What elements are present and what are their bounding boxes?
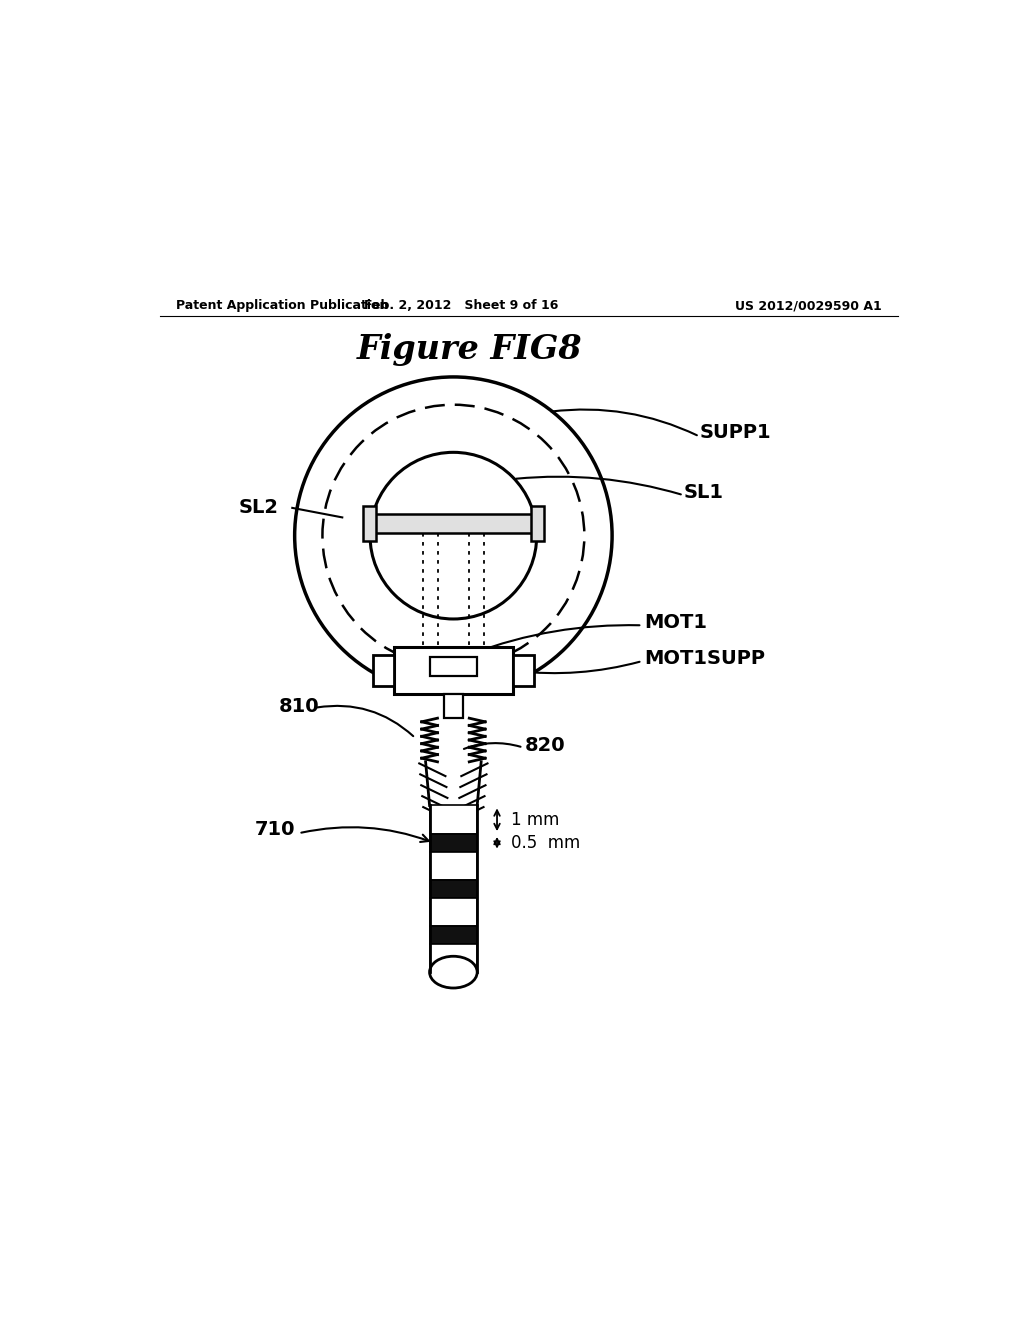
Text: SL1: SL1 <box>684 483 724 502</box>
Bar <box>531 507 544 541</box>
Bar <box>443 694 463 718</box>
Text: MOT1: MOT1 <box>644 614 707 632</box>
Bar <box>430 657 477 676</box>
Bar <box>394 647 513 694</box>
Bar <box>513 655 534 686</box>
Text: 710: 710 <box>255 820 296 838</box>
Text: 820: 820 <box>524 737 565 755</box>
Text: 1 mm: 1 mm <box>511 810 560 829</box>
Text: US 2012/0029590 A1: US 2012/0029590 A1 <box>735 300 882 312</box>
Text: MOT1SUPP: MOT1SUPP <box>644 649 765 668</box>
Bar <box>362 507 376 541</box>
Bar <box>373 655 394 686</box>
Text: Patent Application Publication: Patent Application Publication <box>176 300 388 312</box>
Text: 0.5  mm: 0.5 mm <box>511 834 581 851</box>
Ellipse shape <box>430 956 477 987</box>
Bar <box>430 834 477 851</box>
Text: 810: 810 <box>279 697 319 715</box>
Bar <box>430 898 477 927</box>
Bar <box>367 515 541 533</box>
Bar <box>430 805 477 834</box>
Text: Feb. 2, 2012   Sheet 9 of 16: Feb. 2, 2012 Sheet 9 of 16 <box>365 300 558 312</box>
Text: SUPP1: SUPP1 <box>699 422 771 442</box>
Bar <box>430 927 477 944</box>
Bar <box>430 851 477 880</box>
Text: SL2: SL2 <box>240 499 280 517</box>
Text: Figure FIG8: Figure FIG8 <box>356 333 582 366</box>
Bar <box>430 880 477 898</box>
Bar <box>430 944 477 972</box>
